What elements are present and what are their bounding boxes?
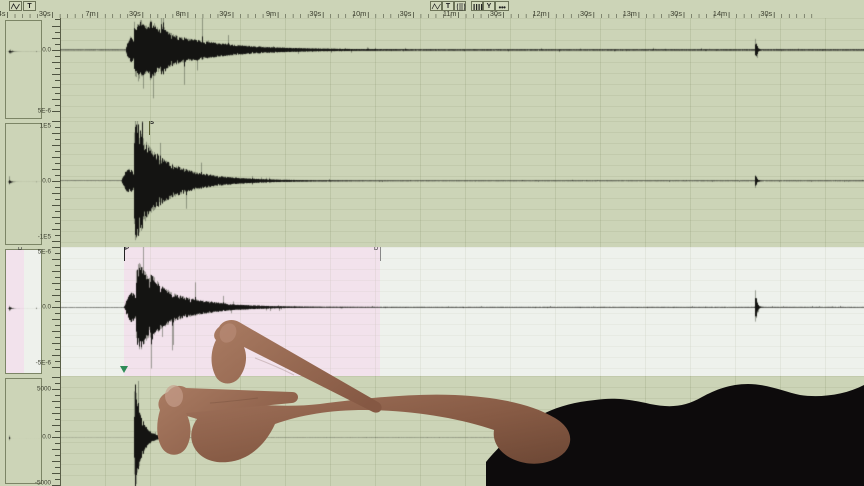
svg-text:30s: 30s (580, 9, 592, 18)
svg-text:30s: 30s (760, 9, 772, 18)
svg-text:30s: 30s (39, 9, 51, 18)
svg-text:34s: 34s (0, 9, 6, 18)
svg-text:14m: 14m (713, 9, 727, 18)
svg-text:8m: 8m (176, 9, 186, 18)
svg-text:30s: 30s (309, 9, 321, 18)
svg-text:10m: 10m (352, 9, 366, 18)
svg-text:13m: 13m (623, 9, 637, 18)
svg-text:30s: 30s (670, 9, 682, 18)
svg-text:30s: 30s (400, 9, 412, 18)
svg-text:30s: 30s (129, 9, 141, 18)
svg-text:9m: 9m (266, 9, 276, 18)
svg-text:12m: 12m (532, 9, 546, 18)
svg-text:30s: 30s (219, 9, 231, 18)
svg-text:7m: 7m (86, 9, 96, 18)
